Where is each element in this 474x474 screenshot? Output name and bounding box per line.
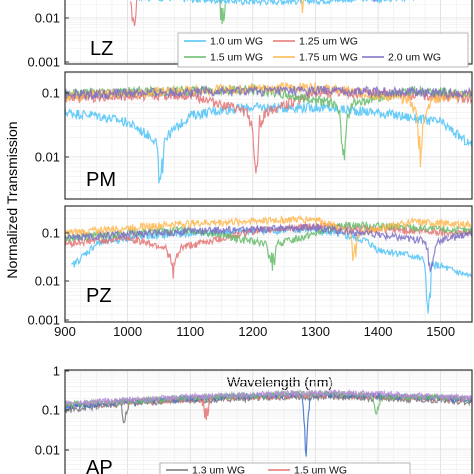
y-tick-label: 0.001 <box>27 55 60 70</box>
y-axis-title: Normalized Transmission <box>4 121 20 278</box>
legend-entry: 1.3 um WG <box>192 465 245 474</box>
y-tick-label: 0.01 <box>35 11 60 26</box>
legend: 1.3 um WG 1.5 um WG <box>159 462 411 474</box>
series-line <box>373 0 377 2</box>
legend-entry: 1.0 um WG <box>210 36 263 48</box>
x-tick-label: 1300 <box>301 324 330 339</box>
legend-entry: 1.75 um WG <box>299 52 358 64</box>
series-line <box>65 214 472 261</box>
y-tick-label: 0.01 <box>35 443 60 458</box>
x-axis-title: Wavelength (nm) <box>227 374 333 390</box>
x-tick-label: 1200 <box>238 324 267 339</box>
x-tick-label: 1400 <box>364 324 393 339</box>
y-tick-label: 0.001 <box>27 313 60 328</box>
series-group <box>65 214 472 314</box>
plot-frame <box>64 71 473 200</box>
legend-entry: 1.5 um WG <box>210 52 263 64</box>
legend-box <box>159 462 411 474</box>
panel-label: LZ <box>90 38 113 60</box>
y-tick-label: 1 <box>53 364 60 379</box>
legend-entry: 1.25 um WG <box>299 36 358 48</box>
series-group <box>130 0 421 27</box>
legend-entry: 1.5 um WG <box>294 465 347 474</box>
y-tick-label: 0.1 <box>42 226 60 241</box>
series-line <box>138 0 421 7</box>
legend-entry: 2.0 um WG <box>388 52 441 64</box>
series-group <box>65 388 472 457</box>
panel-label: PZ <box>86 285 112 307</box>
series-line <box>301 0 305 14</box>
x-tick-label: 900 <box>54 324 76 339</box>
y-tick-label: 0.01 <box>35 150 60 165</box>
x-tick-label: 1000 <box>113 324 142 339</box>
plot-frame <box>64 205 473 323</box>
legend: 1.0 um WG 1.25 um WG 1.5 um WG 1.75 um WG 2.… <box>177 32 469 68</box>
series-line <box>65 222 472 273</box>
series-line <box>65 388 472 407</box>
series-line <box>219 0 227 25</box>
x-tick-label: 1500 <box>426 324 455 339</box>
plot-frame <box>64 369 473 474</box>
panel-ap: 1 0.1 0.01 AP 1.3 um WG 1.5 um WG <box>35 364 473 474</box>
series-line <box>65 81 472 168</box>
x-tick-label: 1100 <box>176 324 204 339</box>
legend-box <box>177 32 469 68</box>
series-line <box>65 84 472 101</box>
panel-pm: 0.1 0.01 PM <box>35 71 473 200</box>
series-line <box>130 0 138 27</box>
grid <box>65 370 472 474</box>
series-line <box>65 101 472 184</box>
grid <box>65 206 472 322</box>
series-group <box>65 81 472 184</box>
y-tick-label: 0.1 <box>42 403 60 418</box>
y-tick-label: 0.1 <box>42 86 60 101</box>
panel-label: PM <box>86 169 116 191</box>
panel-label: AP <box>86 457 113 474</box>
y-tick-label: 0.01 <box>35 274 60 289</box>
